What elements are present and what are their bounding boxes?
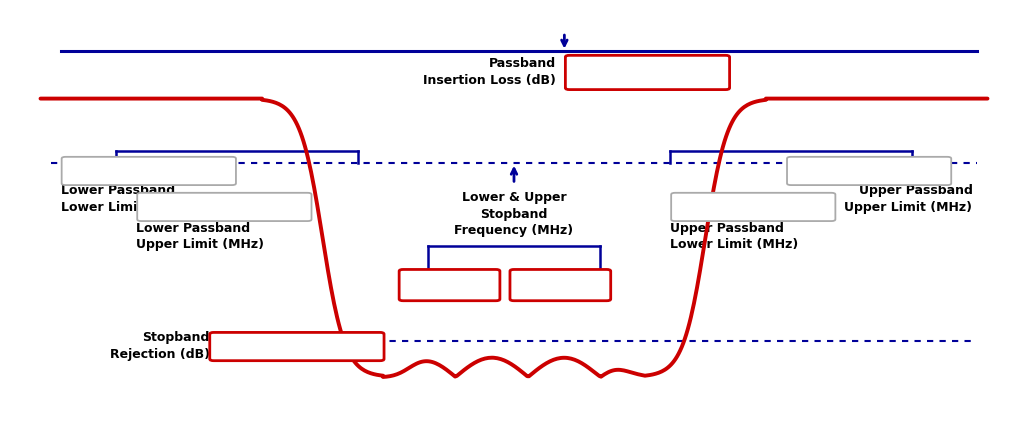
Text: Upper Passband
Lower Limit (MHz): Upper Passband Lower Limit (MHz) <box>670 222 799 251</box>
FancyBboxPatch shape <box>671 193 836 221</box>
FancyBboxPatch shape <box>210 333 384 361</box>
Text: Upper Passband
Upper Limit (MHz): Upper Passband Upper Limit (MHz) <box>844 184 972 214</box>
Text: Stopband
Rejection (dB): Stopband Rejection (dB) <box>110 331 210 361</box>
FancyBboxPatch shape <box>565 55 730 90</box>
FancyBboxPatch shape <box>399 270 500 301</box>
Text: Lower & Upper
Stopband
Frequency (MHz): Lower & Upper Stopband Frequency (MHz) <box>454 191 574 237</box>
FancyBboxPatch shape <box>510 270 611 301</box>
FancyBboxPatch shape <box>62 157 236 185</box>
Text: Lower Passband
Upper Limit (MHz): Lower Passband Upper Limit (MHz) <box>136 222 264 251</box>
Text: Passband
Insertion Loss (dB): Passband Insertion Loss (dB) <box>424 57 556 87</box>
FancyBboxPatch shape <box>787 157 951 185</box>
Text: Lower Passband
Lower Limit (MHz): Lower Passband Lower Limit (MHz) <box>61 184 189 214</box>
FancyBboxPatch shape <box>137 193 311 221</box>
